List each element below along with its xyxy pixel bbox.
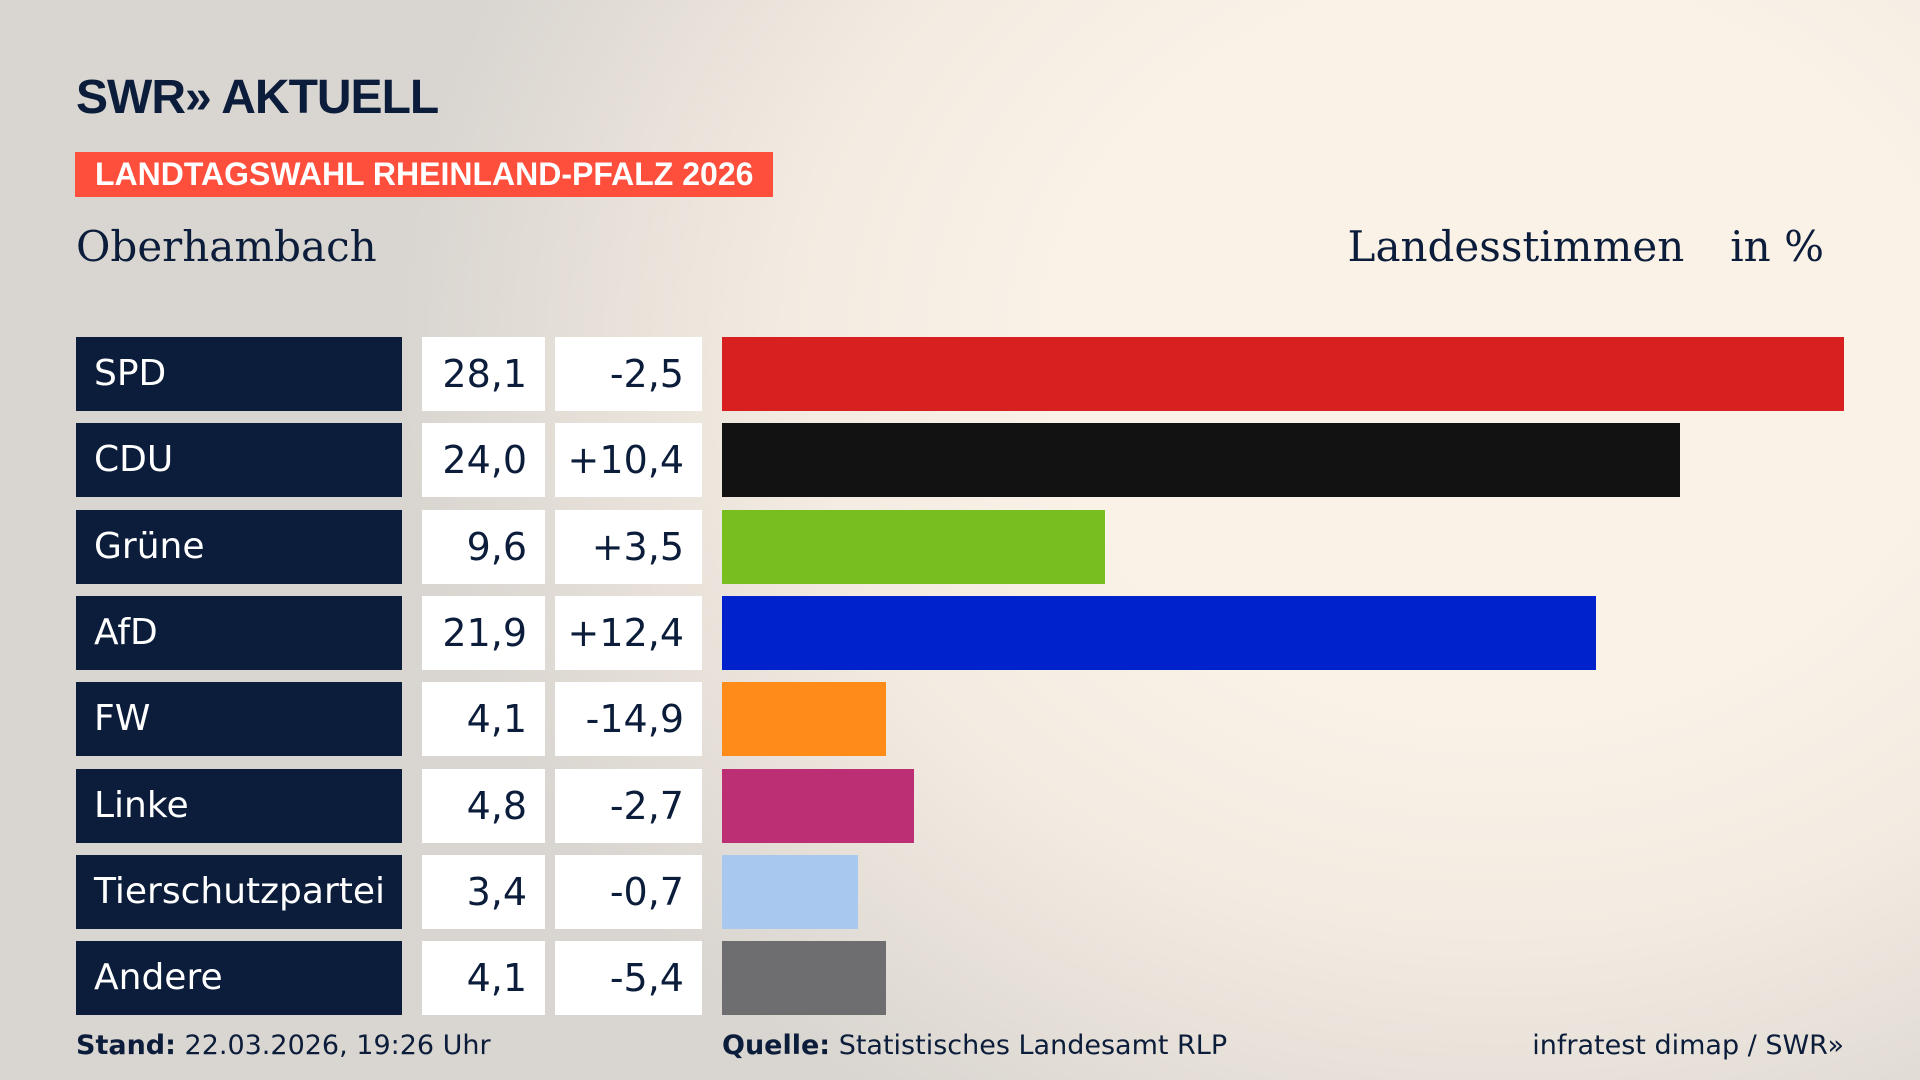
party-row: AfD 21,9 +12,4 [0,595,1920,670]
party-name: SPD [76,337,402,411]
diff-label: -2,5 [555,337,702,411]
diff-label: +12,4 [555,595,702,670]
unit: in % [1730,222,1824,271]
place-title: Oberhambach [76,222,377,271]
party-name: Grüne [76,509,402,584]
stand: Stand: 22.03.2026, 19:26 Uhr [76,1030,491,1061]
bar [722,941,886,1016]
diff-label: +3,5 [555,509,702,584]
value-label: 21,9 [422,595,545,670]
diff-label: +10,4 [555,423,702,498]
party-row: Tierschutzpartei 3,4 -0,7 [0,854,1920,929]
metric-label: Landesstimmen in % [1348,222,1824,271]
bar [722,854,858,929]
party-row: Linke 4,8 -2,7 [0,768,1920,843]
bar [722,423,1681,498]
party-name: Andere [76,941,402,1016]
value-label: 4,8 [422,768,545,843]
election-banner: LANDTAGSWAHL RHEINLAND-PFALZ 2026 [75,152,774,197]
metric: Landesstimmen [1347,222,1685,271]
party-name: Tierschutzpartei [76,854,402,929]
bar [722,509,1106,584]
value-label: 4,1 [422,941,545,1016]
party-row: CDU 24,0 +10,4 [0,423,1920,498]
credit: infratest dimap / SWR» [1532,1030,1844,1061]
bar [722,682,886,757]
bar [722,595,1597,670]
party-name: AfD [76,595,402,670]
swr-aktuell-logo: SWR» AKTUELL [76,71,439,124]
party-row: FW 4,1 -14,9 [0,682,1920,757]
party-name: FW [76,682,402,757]
value-label: 9,6 [422,509,545,584]
party-row: SPD 28,1 -2,5 [0,337,1920,411]
source: Quelle: Statistisches Landesamt RLP [722,1030,1228,1061]
value-label: 28,1 [422,337,545,411]
value-label: 4,1 [422,682,545,757]
bar [722,337,1844,411]
diff-label: -14,9 [555,682,702,757]
party-row: Grüne 9,6 +3,5 [0,509,1920,584]
diff-label: -2,7 [555,768,702,843]
value-label: 24,0 [422,423,545,498]
bar [722,768,914,843]
party-name: Linke [76,768,402,843]
value-label: 3,4 [422,854,545,929]
party-name: CDU [76,423,402,498]
diff-label: -0,7 [555,854,702,929]
diff-label: -5,4 [555,941,702,1016]
party-row: Andere 4,1 -5,4 [0,941,1920,1016]
